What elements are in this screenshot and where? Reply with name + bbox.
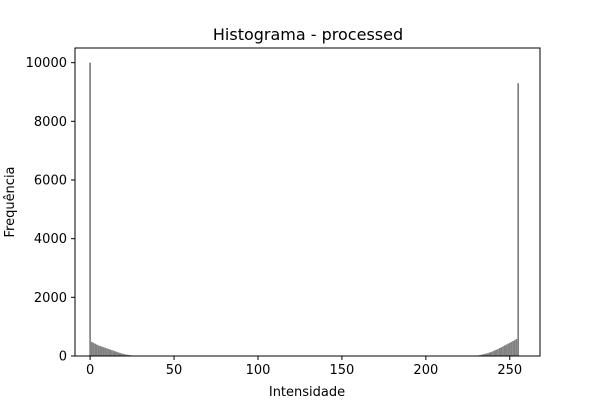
histogram-bar	[111, 350, 113, 356]
histogram-bar	[512, 341, 514, 356]
histogram-bar	[513, 340, 516, 356]
y-tick-label: 10000	[26, 56, 67, 71]
histogram-bar	[507, 343, 509, 356]
histogram-bar	[106, 348, 108, 356]
x-tick-label: 50	[166, 363, 183, 378]
histogram-bar	[502, 346, 504, 356]
histogram-bar	[500, 347, 503, 356]
y-tick-label: 4000	[34, 232, 67, 247]
histogram-bar	[112, 350, 115, 356]
histogram-bar	[104, 347, 107, 356]
histogram-bar	[114, 351, 117, 356]
histogram-bar	[508, 342, 511, 356]
histogram-bar	[497, 348, 499, 356]
x-axis-label: Intensidade	[269, 385, 345, 400]
histogram-bar	[483, 353, 486, 356]
plot-frame	[74, 47, 541, 357]
histogram-bar	[490, 351, 493, 356]
histogram-bar	[126, 354, 128, 356]
histogram-bar	[107, 348, 110, 356]
histogram-bar	[517, 83, 520, 356]
histogram-bar	[101, 346, 103, 356]
histogram-bar	[119, 353, 122, 356]
x-tick-label: 250	[497, 363, 522, 378]
histogram-bar	[124, 354, 127, 356]
y-tick-label: 6000	[34, 174, 67, 189]
chart-title: Histograma - processed	[213, 25, 403, 44]
histogram-bar	[92, 342, 95, 356]
y-tick-label: 0	[59, 350, 67, 365]
histogram-bar	[488, 352, 491, 356]
x-tick-label: 0	[86, 363, 94, 378]
histogram-bar	[480, 354, 483, 356]
histogram-bar	[482, 354, 484, 356]
histogram-bar	[121, 353, 123, 356]
histogram-bar	[94, 343, 96, 356]
y-tick-label: 8000	[34, 115, 67, 130]
histogram-bar	[99, 346, 102, 356]
histogram-bar	[492, 351, 494, 356]
histogram-bar	[510, 341, 513, 356]
y-axis: 0 2000 4000 6000 8000 10000	[26, 56, 75, 365]
histogram-bar	[116, 351, 118, 356]
histogram-bar	[515, 338, 518, 356]
histogram-bar	[102, 347, 105, 356]
y-axis-label: Frequência	[3, 166, 18, 237]
x-tick-label: 150	[329, 363, 354, 378]
histogram-bar	[498, 348, 501, 356]
x-axis: 0 50 100 150 200 250	[86, 356, 522, 378]
histogram-bar	[109, 349, 112, 356]
bars-group	[89, 62, 520, 357]
histogram-bar	[485, 353, 488, 356]
histogram-bar	[117, 352, 120, 356]
histogram-bar	[89, 62, 91, 357]
histogram-bar	[505, 344, 508, 356]
histogram-bar	[127, 354, 130, 356]
histogram-bar	[95, 344, 98, 356]
histogram-bar	[487, 353, 489, 356]
histogram-bar	[503, 345, 506, 356]
histogram-bar	[493, 350, 496, 356]
histogram-bar	[122, 353, 125, 356]
y-tick-label: 2000	[34, 291, 67, 306]
x-tick-label: 100	[246, 363, 271, 378]
x-tick-label: 200	[413, 363, 438, 378]
histogram-bar	[90, 341, 93, 356]
histogram-bar	[495, 349, 498, 356]
histogram-bar	[97, 345, 100, 356]
